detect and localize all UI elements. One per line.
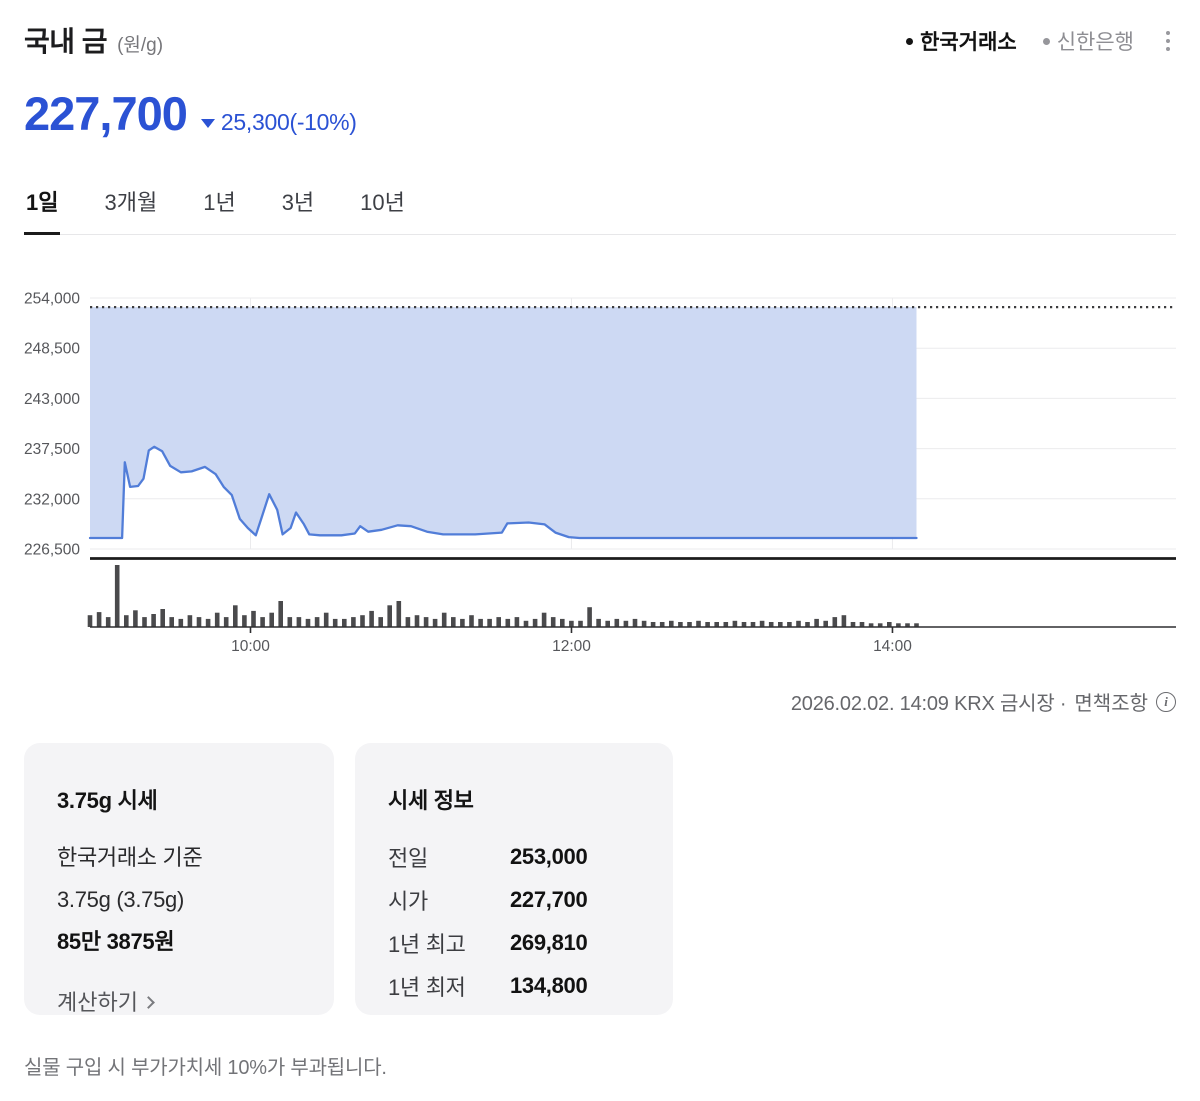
svg-text:14:00: 14:00 <box>873 638 912 655</box>
info-row-prev-close: 전일 253,000 <box>388 843 588 871</box>
svg-text:226,500: 226,500 <box>24 542 80 559</box>
current-price: 227,700 <box>24 87 188 140</box>
disclaimer-link[interactable]: 면책조항 <box>1074 693 1148 715</box>
timestamp: 2026.02.02. 14:09 KRX 금시장 · <box>790 693 1067 715</box>
tab-3month[interactable]: 3개월 <box>104 190 158 215</box>
tab-1day[interactable]: 1일 <box>24 177 61 235</box>
card-title: 시세 정보 <box>388 788 474 813</box>
header: 국내 금 (원/g) 한국거래소 신한은행 <box>24 0 1176 60</box>
unit-price-card: 3.75g 시세 한국거래소 기준 3.75g (3.75g) 85만 3875… <box>24 743 334 1015</box>
info-row-open: 시가 227,700 <box>388 886 588 914</box>
source-selector: 한국거래소 신한은행 <box>906 20 1176 56</box>
bullet-icon <box>1042 37 1050 45</box>
change-value: 25,300(-10%) <box>220 109 357 135</box>
unit-price-body: 한국거래소 기준 3.75g (3.75g) 85만 3875원 <box>57 837 301 963</box>
page-title: 국내 금 <box>24 26 108 57</box>
info-row-year-high: 1년 최고 269,810 <box>388 929 588 957</box>
svg-text:232,000: 232,000 <box>24 491 80 508</box>
title-wrap: 국내 금 (원/g) <box>24 20 163 60</box>
basis-line: 한국거래소 기준 <box>57 845 203 870</box>
price-section: 227,700 25,300(-10%) <box>24 86 1176 141</box>
svg-text:248,500: 248,500 <box>24 341 80 358</box>
svg-text:10:00: 10:00 <box>231 638 270 655</box>
chevron-right-icon <box>142 995 155 1009</box>
more-menu-icon[interactable] <box>1160 29 1176 53</box>
weight-line: 3.75g (3.75g) <box>57 887 184 912</box>
calculate-label: 계산하기 <box>57 990 138 1015</box>
card-title: 3.75g 시세 <box>57 788 158 813</box>
svg-text:12:00: 12:00 <box>552 638 591 655</box>
svg-text:243,000: 243,000 <box>24 391 80 408</box>
chart-meta-row: 2026.02.02. 14:09 KRX 금시장 · 면책조항 i <box>24 687 1176 716</box>
info-row-year-low: 1년 최저 134,800 <box>388 972 588 1000</box>
calculate-link[interactable]: 계산하기 <box>57 985 155 1017</box>
down-arrow-icon <box>200 119 215 128</box>
unit-price-value: 85만 3875원 <box>57 929 175 954</box>
price-line <box>88 445 918 540</box>
chart-svg: 254,000 248,500 243,000 237,500 232,000 226,5… <box>24 291 1176 655</box>
info-rows: 전일 253,000 시가 227,700 1년 최고 269,810 1년 최… <box>388 835 640 1007</box>
info-icon[interactable]: i <box>1156 691 1176 712</box>
period-tabs: 1일 3개월 1년 3년 10년 <box>24 177 1176 235</box>
summary-cards: 3.75g 시세 한국거래소 기준 3.75g (3.75g) 85만 3875… <box>24 743 1176 1015</box>
area-fill <box>90 307 917 538</box>
price-chart[interactable]: 254,000 248,500 243,000 237,500 232,000 226,5… <box>24 281 1176 655</box>
source-option-label: 신한은행 <box>1056 31 1134 54</box>
tab-1year[interactable]: 1년 <box>203 190 236 215</box>
vat-notice: 실물 구입 시 부가가치세 10%가 부과됩니다. <box>24 1057 387 1079</box>
bullet-icon <box>906 37 914 45</box>
market-info-card: 시세 정보 전일 253,000 시가 227,700 1년 최고 269,81… <box>355 743 673 1015</box>
source-option-label: 한국거래소 <box>920 31 1017 54</box>
svg-text:254,000: 254,000 <box>24 291 80 308</box>
source-option-krx[interactable]: 한국거래소 <box>906 26 1017 56</box>
svg-text:237,500: 237,500 <box>24 441 80 458</box>
volume-bars <box>87 565 919 627</box>
price-unit-label: (원/g) <box>117 35 164 56</box>
tab-3year[interactable]: 3년 <box>281 190 315 215</box>
source-option-shinhan[interactable]: 신한은행 <box>1042 26 1134 56</box>
tab-10year[interactable]: 10년 <box>360 190 405 215</box>
price-change: 25,300(-10%) <box>200 109 357 136</box>
